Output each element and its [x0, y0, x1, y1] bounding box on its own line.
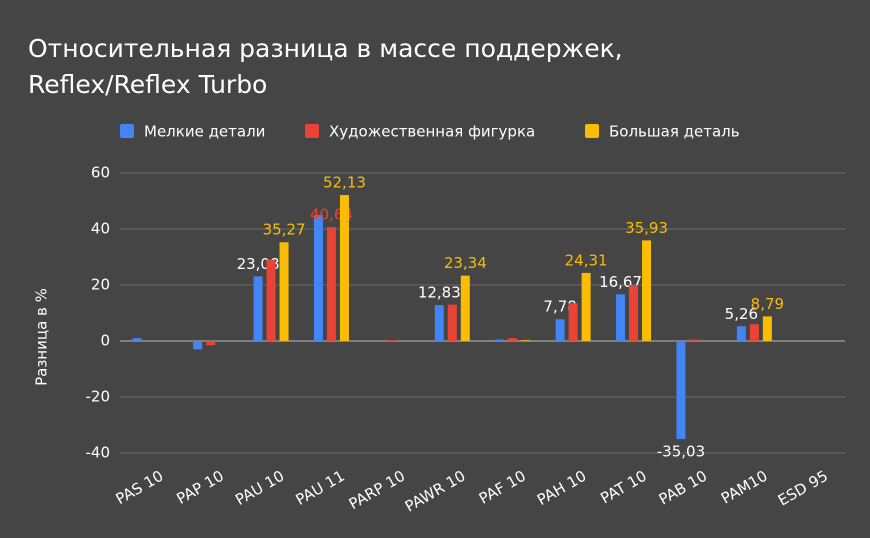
y-tick-label: 40 — [91, 220, 110, 238]
value-label: 12,83 — [418, 284, 461, 302]
chart-title: Reflex/Reflex Turbo — [28, 70, 267, 99]
value-label: 35,93 — [625, 219, 668, 237]
bar — [253, 276, 263, 341]
legend-label: Художественная фигурка — [329, 123, 535, 141]
bar — [736, 326, 746, 341]
y-tick-label: -40 — [86, 444, 111, 462]
y-axis-label: Разница в % — [33, 288, 51, 386]
value-label: 35,27 — [263, 221, 306, 239]
bar — [689, 339, 699, 341]
bar — [762, 316, 772, 341]
bar — [447, 304, 457, 341]
y-tick-label: -20 — [86, 388, 111, 406]
legend-label: Мелкие детали — [144, 123, 265, 141]
value-label: -35,03 — [657, 443, 705, 461]
bar — [749, 324, 759, 341]
bar — [568, 303, 578, 341]
y-tick-label: 20 — [91, 276, 110, 294]
bar — [206, 341, 216, 346]
bar — [266, 259, 276, 341]
chart-title: Относительная разница в массе поддержек, — [28, 34, 623, 63]
bar — [132, 338, 142, 341]
bar — [616, 294, 626, 341]
bar — [434, 305, 444, 341]
bar — [508, 338, 518, 341]
value-label: 7,78 — [543, 298, 576, 316]
value-label: 52,13 — [323, 174, 366, 192]
y-tick-label: 60 — [91, 164, 110, 182]
bar — [387, 340, 397, 341]
value-label: 8,79 — [751, 295, 784, 313]
bar — [193, 341, 203, 350]
bar — [326, 227, 336, 341]
bar — [642, 240, 652, 341]
bar — [339, 195, 349, 341]
bar — [521, 340, 531, 341]
bar — [581, 272, 591, 341]
bar — [676, 341, 686, 440]
bar — [313, 215, 323, 341]
y-tick-label: 0 — [100, 332, 110, 350]
bar — [629, 285, 639, 341]
bar — [460, 275, 470, 341]
bar — [279, 242, 289, 341]
value-label: 24,31 — [565, 251, 608, 269]
legend-swatch — [305, 124, 319, 138]
legend-label: Большая деталь — [609, 123, 740, 141]
legend-swatch — [120, 124, 134, 138]
value-label: 5,26 — [725, 305, 758, 323]
bar — [555, 319, 565, 341]
value-label: 23,34 — [444, 254, 487, 272]
legend-swatch — [585, 124, 599, 138]
bar — [495, 339, 505, 341]
